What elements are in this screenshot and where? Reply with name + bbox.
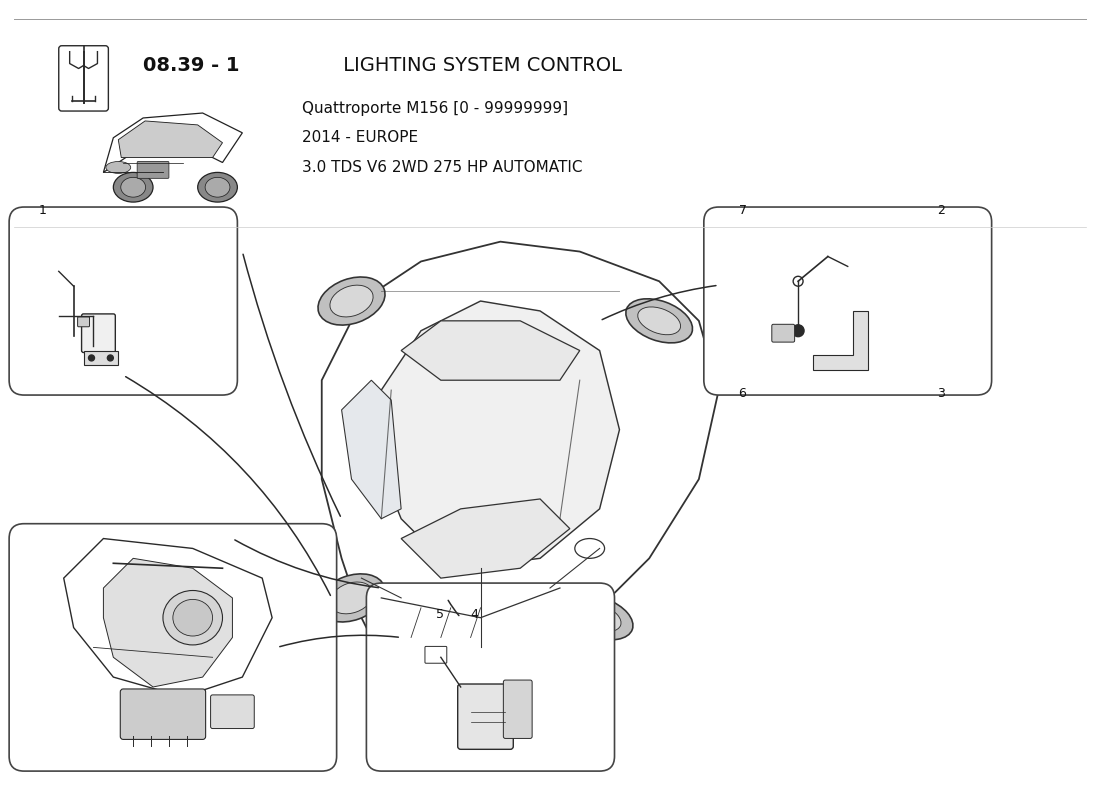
FancyBboxPatch shape (504, 680, 532, 738)
FancyBboxPatch shape (78, 317, 89, 326)
Ellipse shape (198, 172, 238, 202)
Text: 1: 1 (39, 204, 47, 217)
Circle shape (792, 325, 804, 337)
Text: 08.39 - 1: 08.39 - 1 (143, 56, 240, 75)
Polygon shape (321, 242, 718, 677)
Circle shape (510, 717, 520, 726)
Ellipse shape (330, 285, 373, 317)
Text: 2: 2 (937, 204, 945, 217)
Polygon shape (392, 598, 550, 658)
Ellipse shape (626, 298, 693, 343)
Ellipse shape (318, 574, 385, 622)
Ellipse shape (318, 277, 385, 325)
FancyBboxPatch shape (458, 684, 514, 750)
Text: 2014 - EUROPE: 2014 - EUROPE (301, 130, 418, 146)
Text: 4: 4 (471, 608, 478, 621)
Ellipse shape (121, 178, 145, 197)
Polygon shape (64, 538, 272, 697)
FancyBboxPatch shape (210, 695, 254, 729)
Polygon shape (402, 321, 580, 380)
Text: Quattroporte M156 [0 - 99999999]: Quattroporte M156 [0 - 99999999] (301, 101, 568, 115)
Text: 3.0 TDS V6 2WD 275 HP AUTOMATIC: 3.0 TDS V6 2WD 275 HP AUTOMATIC (301, 160, 582, 175)
Text: 5: 5 (436, 608, 444, 621)
Text: 6: 6 (738, 387, 747, 400)
Polygon shape (342, 380, 402, 518)
Ellipse shape (579, 604, 621, 632)
Ellipse shape (575, 538, 605, 558)
Polygon shape (103, 113, 242, 172)
Text: LIGHTING SYSTEM CONTROL: LIGHTING SYSTEM CONTROL (337, 56, 621, 75)
Polygon shape (103, 558, 232, 687)
Ellipse shape (205, 178, 230, 197)
Ellipse shape (113, 172, 153, 202)
Circle shape (108, 355, 113, 361)
Ellipse shape (566, 596, 632, 640)
Polygon shape (84, 350, 119, 366)
Circle shape (793, 276, 803, 286)
Ellipse shape (173, 599, 212, 636)
Ellipse shape (638, 307, 681, 334)
FancyBboxPatch shape (366, 583, 615, 771)
Ellipse shape (106, 162, 131, 174)
Circle shape (88, 355, 95, 361)
Polygon shape (119, 121, 222, 158)
Text: 3: 3 (937, 387, 945, 400)
FancyBboxPatch shape (9, 524, 337, 771)
FancyBboxPatch shape (58, 46, 109, 111)
FancyBboxPatch shape (425, 646, 447, 663)
FancyBboxPatch shape (772, 324, 794, 342)
Text: 7: 7 (738, 204, 747, 217)
Polygon shape (382, 301, 619, 568)
FancyBboxPatch shape (9, 207, 238, 395)
Polygon shape (813, 311, 868, 370)
Circle shape (510, 687, 520, 697)
Ellipse shape (330, 582, 373, 614)
FancyBboxPatch shape (81, 314, 116, 353)
Ellipse shape (163, 590, 222, 645)
FancyBboxPatch shape (120, 689, 206, 739)
Polygon shape (402, 499, 570, 578)
FancyBboxPatch shape (138, 162, 169, 178)
FancyBboxPatch shape (704, 207, 991, 395)
